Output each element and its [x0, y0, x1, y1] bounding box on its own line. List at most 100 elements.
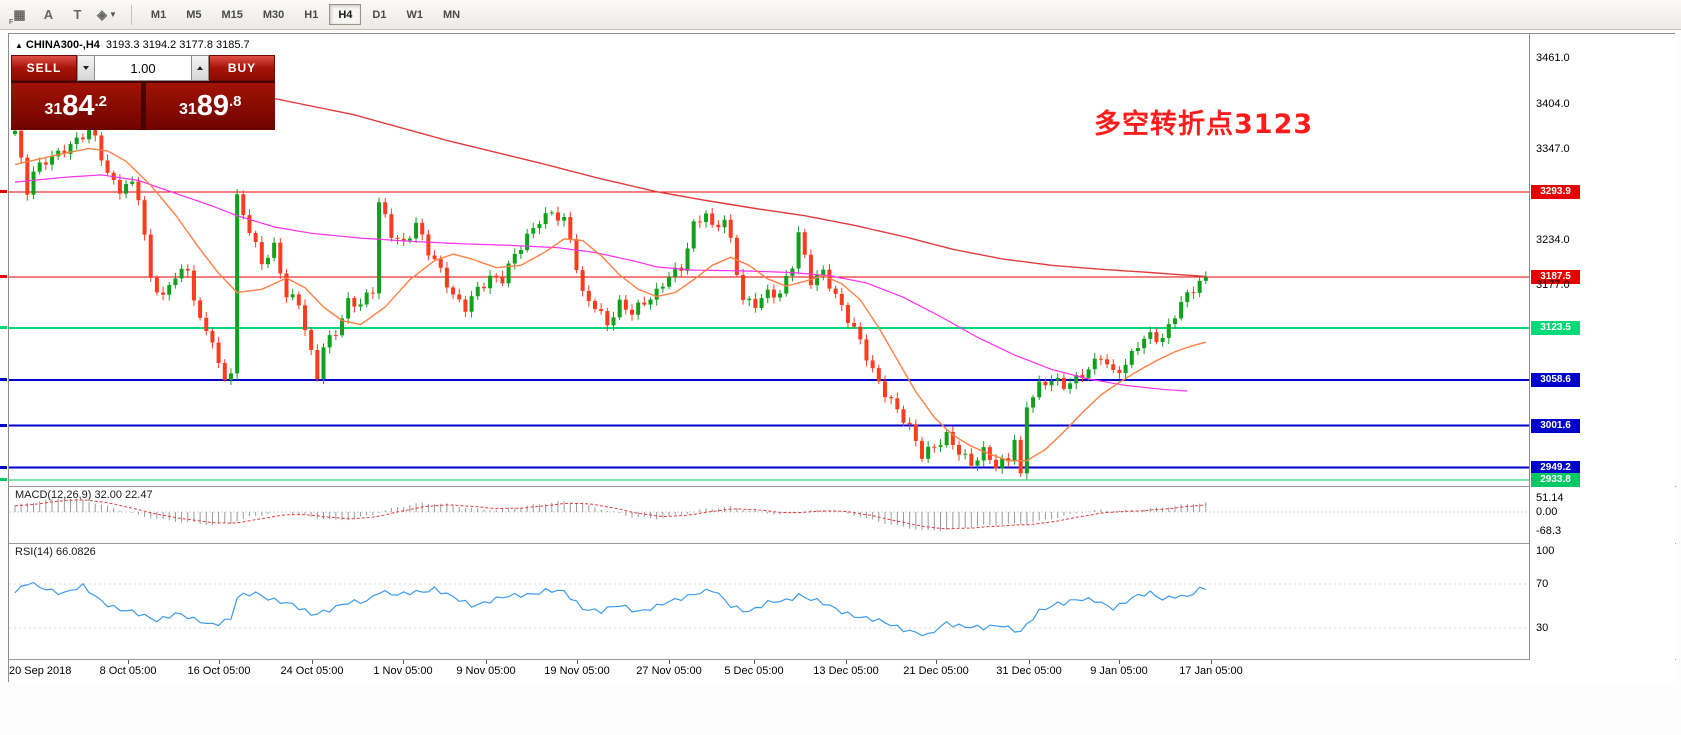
- caret-down-icon: [83, 66, 89, 70]
- macd-panel[interactable]: [9, 487, 1529, 543]
- rsi-line: [14, 581, 1207, 637]
- chart-window: ▲ CHINA300-,H4 3193.3 3194.2 3177.8 3185.7…: [8, 33, 1676, 683]
- macd-label: MACD(12,26,9) 32.00 22.47: [15, 489, 153, 501]
- buy-price-frac: .8: [229, 93, 242, 110]
- trade-prices-row: 31 84.2 31 89.8: [11, 83, 275, 130]
- tool-badge: F: [9, 18, 14, 26]
- time-tick: [128, 660, 129, 664]
- hline-price-label: 3293.9: [1531, 184, 1580, 199]
- caret-up-icon: [197, 66, 203, 70]
- time-axis-label: 9 Nov 05:00: [456, 665, 516, 677]
- time-axis-label: 8 Oct 05:00: [99, 665, 157, 677]
- text-tool-icon[interactable]: T: [64, 3, 91, 27]
- chart-tools-group: ▦ F A T ◈ ▼: [6, 3, 121, 27]
- time-tick: [669, 660, 670, 664]
- line-edge-marker: [0, 189, 7, 193]
- symbol-title: CHINA300-,H4: [25, 39, 100, 51]
- line-edge-marker: [0, 423, 7, 427]
- sell-button[interactable]: SELL: [11, 55, 77, 81]
- hline-price-label: 3123.5: [1531, 321, 1580, 336]
- hline-price-label: 3001.6: [1531, 418, 1580, 433]
- price-scale[interactable]: 3293.9 3187.5 3123.5 3058.6 3001.6 2949.2 2933…: [1529, 34, 1675, 660]
- buy-price[interactable]: 31 89.8: [145, 83, 275, 130]
- objects-menu-icon: ◈: [97, 6, 107, 22]
- arrow-label-icon[interactable]: A: [35, 3, 62, 27]
- rsi-panel[interactable]: [9, 544, 1529, 659]
- timeframe-m30-button[interactable]: M30: [254, 4, 293, 25]
- symbol-ohlc: 3193.3 3194.2 3177.8 3185.7: [105, 39, 250, 51]
- timeframe-d1-button[interactable]: D1: [363, 4, 395, 25]
- sell-price-frac: .2: [94, 93, 108, 110]
- price-tick: 3404.0: [1536, 97, 1570, 110]
- time-tick: [1119, 660, 1120, 664]
- sell-price[interactable]: 31 84.2: [11, 83, 141, 130]
- time-tick: [754, 660, 755, 664]
- time-tick: [312, 660, 313, 664]
- volume-input[interactable]: [95, 55, 191, 81]
- symbol-info: ▲ CHINA300-,H4 3193.3 3194.2 3177.8 3185.7: [15, 39, 250, 51]
- ma-orange-line[interactable]: [14, 147, 1206, 462]
- timeframe-mn-button[interactable]: MN: [434, 4, 469, 25]
- panel-toggle-icon[interactable]: ▲: [15, 41, 23, 50]
- rsi-scale-tick: 30: [1536, 622, 1549, 634]
- time-tick: [577, 660, 578, 664]
- time-tick: [219, 660, 220, 664]
- time-axis-label: 1 Nov 05:00: [373, 665, 433, 677]
- price-tick: 3177.0: [1536, 279, 1570, 292]
- candles-layer: [13, 120, 1208, 480]
- hline-price-label: 3058.6: [1531, 373, 1580, 388]
- macd-scale-tick: 51.14: [1536, 491, 1564, 504]
- time-axis-label: 27 Nov 05:00: [636, 665, 702, 677]
- timeframe-h1-button[interactable]: H1: [295, 4, 327, 25]
- panel-divider[interactable]: [9, 486, 1676, 487]
- price-tick: 3347.0: [1536, 143, 1570, 156]
- time-axis-label: 16 Oct 05:00: [187, 665, 251, 677]
- timeframe-h4-button[interactable]: H4: [329, 4, 362, 25]
- time-tick: [1211, 660, 1212, 664]
- time-tick: [403, 660, 404, 664]
- rsi-scale-tick: 70: [1536, 578, 1549, 590]
- line-edge-marker: [0, 326, 7, 330]
- hline-price-label: 2949.2: [1531, 460, 1580, 475]
- trade-controls-row: SELL BUY: [11, 55, 275, 81]
- time-tick: [936, 660, 937, 664]
- time-tick: [1029, 660, 1030, 664]
- sell-price-big: 84: [62, 90, 95, 122]
- volume-decrease-button[interactable]: [77, 55, 95, 81]
- timeframe-m1-button[interactable]: M1: [142, 4, 175, 25]
- timeframe-m15-button[interactable]: M15: [212, 4, 251, 25]
- time-tick: [486, 660, 487, 664]
- sell-price-small: 31: [44, 100, 63, 118]
- time-axis-label: 9 Jan 05:00: [1090, 665, 1148, 677]
- panel-divider: [9, 659, 1676, 660]
- windows-grid-icon[interactable]: ▦ F: [6, 3, 33, 27]
- dropdown-caret-icon: ▼: [109, 10, 117, 19]
- hline-price-label: 3187.5: [1531, 269, 1580, 284]
- panel-divider[interactable]: [9, 543, 1676, 544]
- rsi-label: RSI(14) 66.0826: [15, 546, 96, 558]
- ma-red-line[interactable]: [267, 96, 1206, 278]
- timeframe-w1-button[interactable]: W1: [397, 4, 432, 25]
- buy-price-big: 89: [196, 90, 230, 122]
- volume-increase-button[interactable]: [191, 55, 209, 81]
- time-axis-label: 13 Dec 05:00: [813, 665, 879, 677]
- line-edge-marker: [0, 274, 7, 278]
- timeframe-group: M1 M5 M15 M30 H1 H4 D1 W1 MN: [142, 4, 469, 25]
- price-tick: 3461.0: [1536, 52, 1570, 64]
- main-chart[interactable]: [9, 34, 1529, 486]
- timeframe-m5-button[interactable]: M5: [177, 4, 210, 25]
- objects-menu-icon[interactable]: ◈ ▼: [93, 3, 121, 27]
- time-axis-label: 5 Dec 05:00: [724, 665, 784, 677]
- macd-histogram: [14, 498, 1207, 531]
- toolbar-separator: [130, 4, 132, 25]
- arrow-label-icon: A: [43, 7, 54, 22]
- volume-control: [77, 55, 209, 81]
- buy-button[interactable]: BUY: [209, 55, 275, 81]
- time-axis[interactable]: 20 Sep 2018 8 Oct 05:00 16 Oct 05:00 24 Oct…: [9, 660, 1676, 683]
- time-axis-label: 21 Dec 05:00: [903, 665, 969, 677]
- macd-signal-line: [14, 499, 1206, 530]
- hline-price-label: 2933.8: [1531, 473, 1580, 488]
- line-edge-marker: [0, 465, 7, 469]
- ma-magenta-line[interactable]: [14, 174, 1188, 392]
